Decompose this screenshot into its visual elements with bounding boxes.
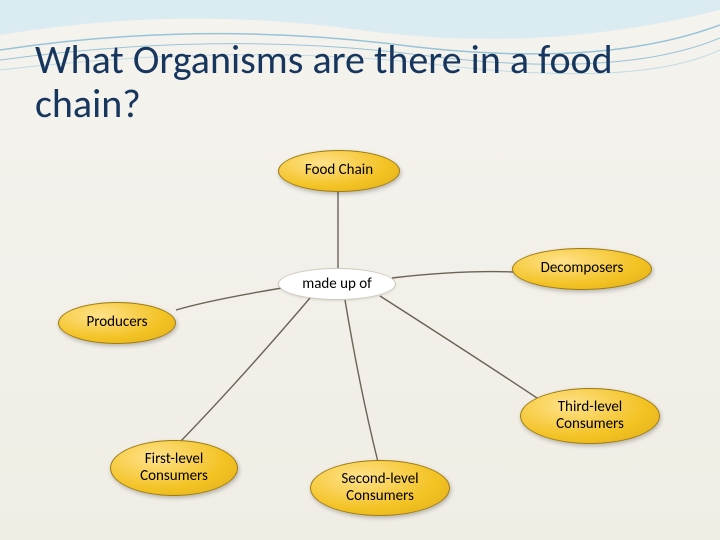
- node-label: Decomposers: [541, 260, 624, 277]
- node-label: First-level Consumers: [119, 451, 229, 486]
- node-producers: Producers: [58, 302, 176, 344]
- node-first-level: First-level Consumers: [110, 440, 238, 496]
- node-third-level: Third-level Consumers: [520, 388, 660, 444]
- node-label: Producers: [86, 314, 147, 331]
- node-food-chain: Food Chain: [278, 150, 400, 192]
- node-second-level: Second-level Consumers: [310, 460, 450, 516]
- node-label: Food Chain: [305, 162, 373, 179]
- node-made-up-of: made up of: [278, 268, 396, 300]
- node-label: made up of: [302, 275, 372, 293]
- node-label: Second-level Consumers: [319, 471, 441, 506]
- node-label: Third-level Consumers: [529, 399, 651, 434]
- slide-title: What Organisms are there in a food chain…: [35, 38, 675, 126]
- node-decomposers: Decomposers: [512, 248, 652, 290]
